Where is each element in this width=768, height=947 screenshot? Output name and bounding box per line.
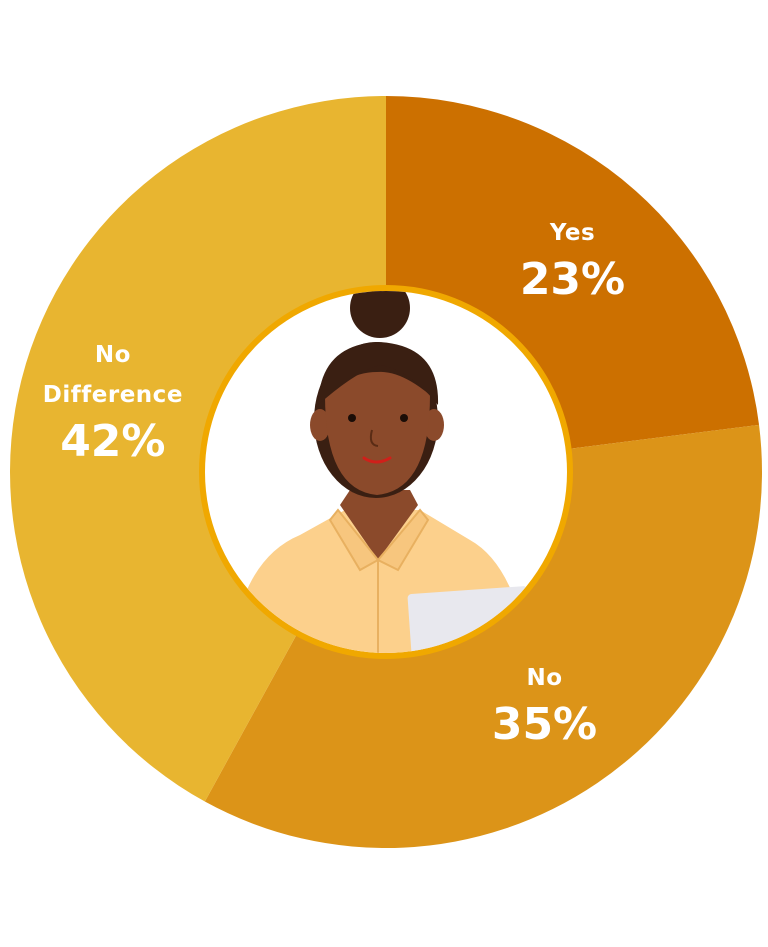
value-label: 35% [491, 699, 598, 751]
category-label: No [526, 665, 563, 692]
ear-left [310, 409, 330, 441]
slice-label-box: Yes 23% [520, 213, 662, 307]
nose [369, 429, 379, 447]
slice-label-box: No Difference 42% [43, 335, 203, 469]
mouth [362, 456, 392, 464]
slice-label-box: No 35% [492, 658, 635, 752]
neck [340, 490, 418, 560]
slice [204, 424, 763, 848]
face [325, 371, 430, 495]
value-label: 42% [60, 415, 166, 467]
collar [328, 508, 430, 572]
illustration [230, 291, 534, 653]
eye-right [400, 414, 408, 422]
fringe [318, 342, 439, 405]
category-label: Yes [549, 220, 596, 247]
eye-left [348, 414, 356, 422]
value-label: 23% [519, 254, 626, 306]
category-label: No Difference [42, 341, 183, 408]
hair-bun [350, 291, 410, 338]
